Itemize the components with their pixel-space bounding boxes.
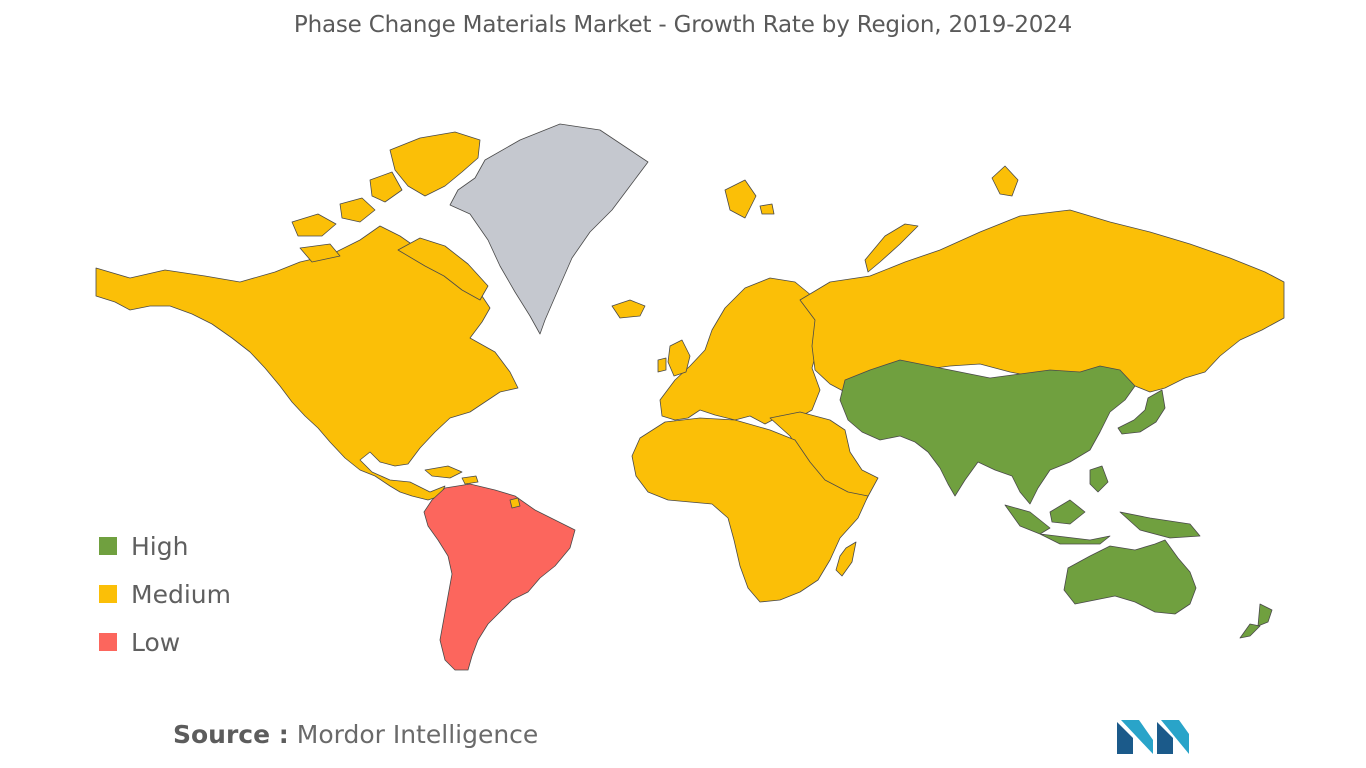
region-madagascar (835, 541, 857, 577)
region-russia (799, 209, 1285, 393)
legend-swatch-low (99, 633, 117, 651)
region-asia (839, 359, 1136, 505)
region-french-guiana (509, 497, 521, 509)
region-southeast-asia-islands (1004, 465, 1201, 545)
chart-title: Phase Change Materials Market - Growth R… (293, 12, 1073, 38)
source-text: Mordor Intelligence (296, 720, 539, 749)
mordor-intelligence-logo (1117, 720, 1189, 754)
region-australia (1063, 539, 1197, 615)
region-iceland (611, 299, 646, 319)
region-uk (657, 339, 691, 377)
map-legend: High Medium Low (99, 522, 231, 666)
legend-label-high: High (131, 531, 189, 561)
region-south-america (423, 483, 576, 671)
region-baffin (397, 237, 489, 301)
region-japan (1117, 389, 1166, 435)
legend-label-low: Low (131, 627, 181, 657)
source-note: Source : Mordor Intelligence (173, 720, 538, 749)
region-canadian-arctic (389, 131, 481, 197)
legend-item-high: High (99, 522, 231, 570)
region-caribbean (424, 465, 479, 485)
legend-swatch-medium (99, 585, 117, 603)
region-arctic-islands (291, 171, 403, 263)
legend-item-low: Low (99, 618, 231, 666)
region-franz-josef (991, 165, 1019, 197)
region-greenland (449, 123, 649, 335)
source-label: Source : (173, 720, 289, 749)
region-europe (659, 277, 821, 425)
region-north-america (95, 225, 519, 501)
legend-label-medium: Medium (131, 579, 231, 609)
region-svalbard (724, 179, 775, 219)
region-novaya-zemlya (864, 223, 919, 273)
legend-item-medium: Medium (99, 570, 231, 618)
region-africa (631, 417, 869, 603)
region-new-zealand (1239, 603, 1273, 639)
legend-swatch-high (99, 537, 117, 555)
